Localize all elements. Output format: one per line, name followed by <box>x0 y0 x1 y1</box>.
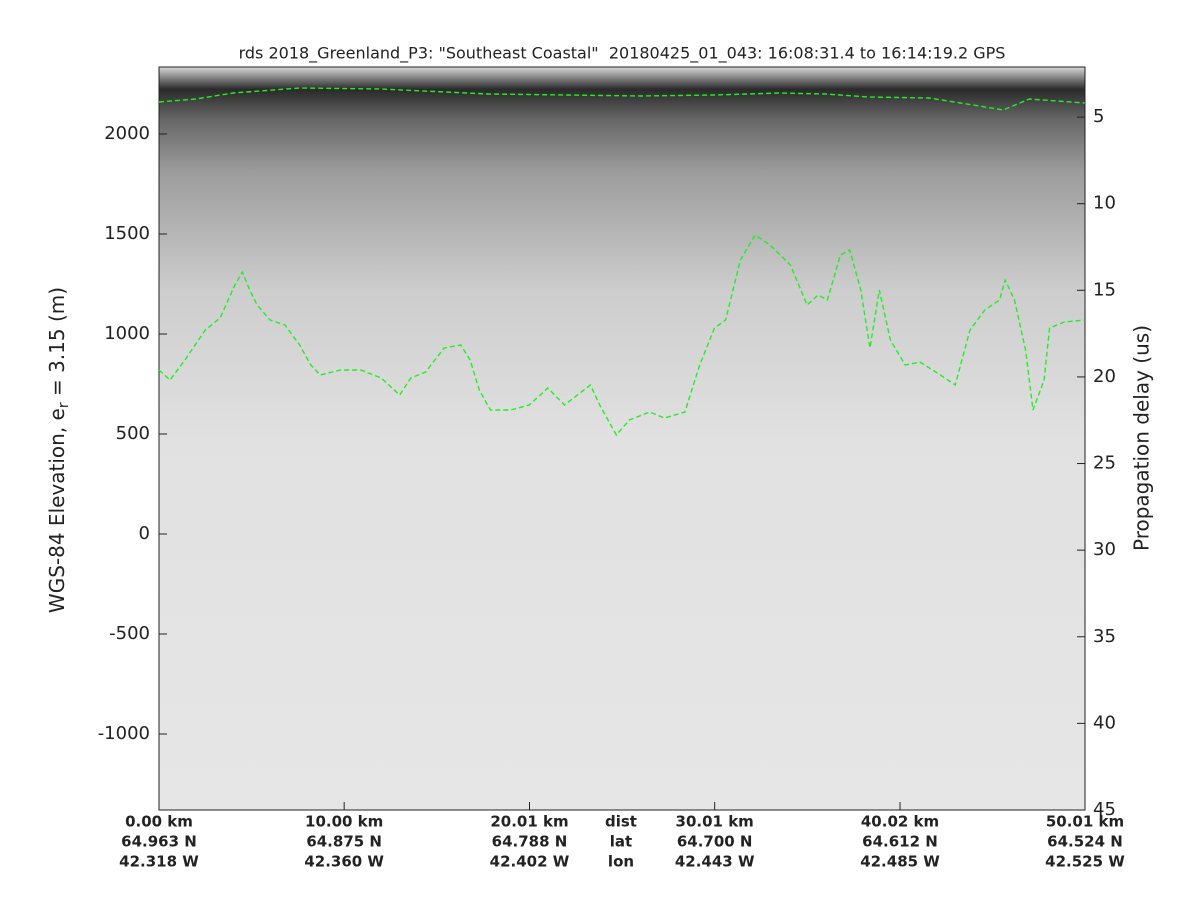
x-lon-label: 42.443 W <box>675 853 755 871</box>
y-tick-label: -1000 <box>98 723 150 744</box>
x-row-label: lat <box>610 833 632 851</box>
x-lat-label: 64.875 N <box>306 833 382 851</box>
x-lon-label: 42.318 W <box>119 853 199 871</box>
x-lat-label: 64.788 N <box>492 833 568 851</box>
y2-axis-label: Propagation delay (us) <box>1130 325 1154 551</box>
y-tick-label: 1000 <box>104 323 150 344</box>
y-label-rest: = 3.15 (m) <box>45 287 69 402</box>
x-tick-label: 10.00 km <box>305 813 383 831</box>
y-tick-label: -500 <box>109 623 150 644</box>
y2-tick-label: 25 <box>1093 453 1116 474</box>
series-line <box>158 234 1085 437</box>
x-row-label: lon <box>608 853 634 871</box>
chart-title: rds 2018_Greenland_P3: "Southeast Coasta… <box>239 44 1006 64</box>
y2-tick-label: 30 <box>1093 539 1116 560</box>
x-lon-label: 42.360 W <box>304 853 384 871</box>
x-tick-label: 20.01 km <box>490 813 568 831</box>
x-lat-label: 64.524 N <box>1047 833 1123 851</box>
x-lat-label: 64.963 N <box>121 833 197 851</box>
x-lon-label: 42.525 W <box>1045 853 1125 871</box>
x-lon-label: 42.402 W <box>490 853 570 871</box>
y-label-subscript: r <box>56 402 72 408</box>
series-line <box>158 87 1085 111</box>
x-row-label: dist <box>605 813 637 831</box>
x-tick-label: 30.01 km <box>676 813 754 831</box>
y-tick-label: 1500 <box>104 223 150 244</box>
x-tick-label: 0.00 km <box>125 813 193 831</box>
y-tick-label: 500 <box>116 423 150 444</box>
y2-tick-label: 5 <box>1093 106 1104 127</box>
echogram-background <box>159 67 1085 810</box>
x-lat-label: 64.612 N <box>862 833 938 851</box>
x-tick-label: 50.01 km <box>1046 813 1124 831</box>
y2-tick-label: 20 <box>1093 366 1116 387</box>
y-tick-label: 0 <box>139 523 150 544</box>
y-tick-label: 2000 <box>104 123 150 144</box>
plot-frame <box>158 66 1086 811</box>
y2-tick-label: 40 <box>1093 712 1116 733</box>
y2-tick-label: 10 <box>1093 193 1116 214</box>
x-lon-label: 42.485 W <box>860 853 940 871</box>
y2-tick-label: 35 <box>1093 626 1116 647</box>
y2-tick-label: 45 <box>1093 799 1116 820</box>
y2-tick-label: 15 <box>1093 279 1116 300</box>
x-tick-label: 40.02 km <box>861 813 939 831</box>
x-lat-label: 64.700 N <box>677 833 753 851</box>
y-axis-label: WGS-84 Elevation, er = 3.15 (m) <box>45 287 73 613</box>
y-label-main: WGS-84 Elevation, e <box>45 408 69 613</box>
